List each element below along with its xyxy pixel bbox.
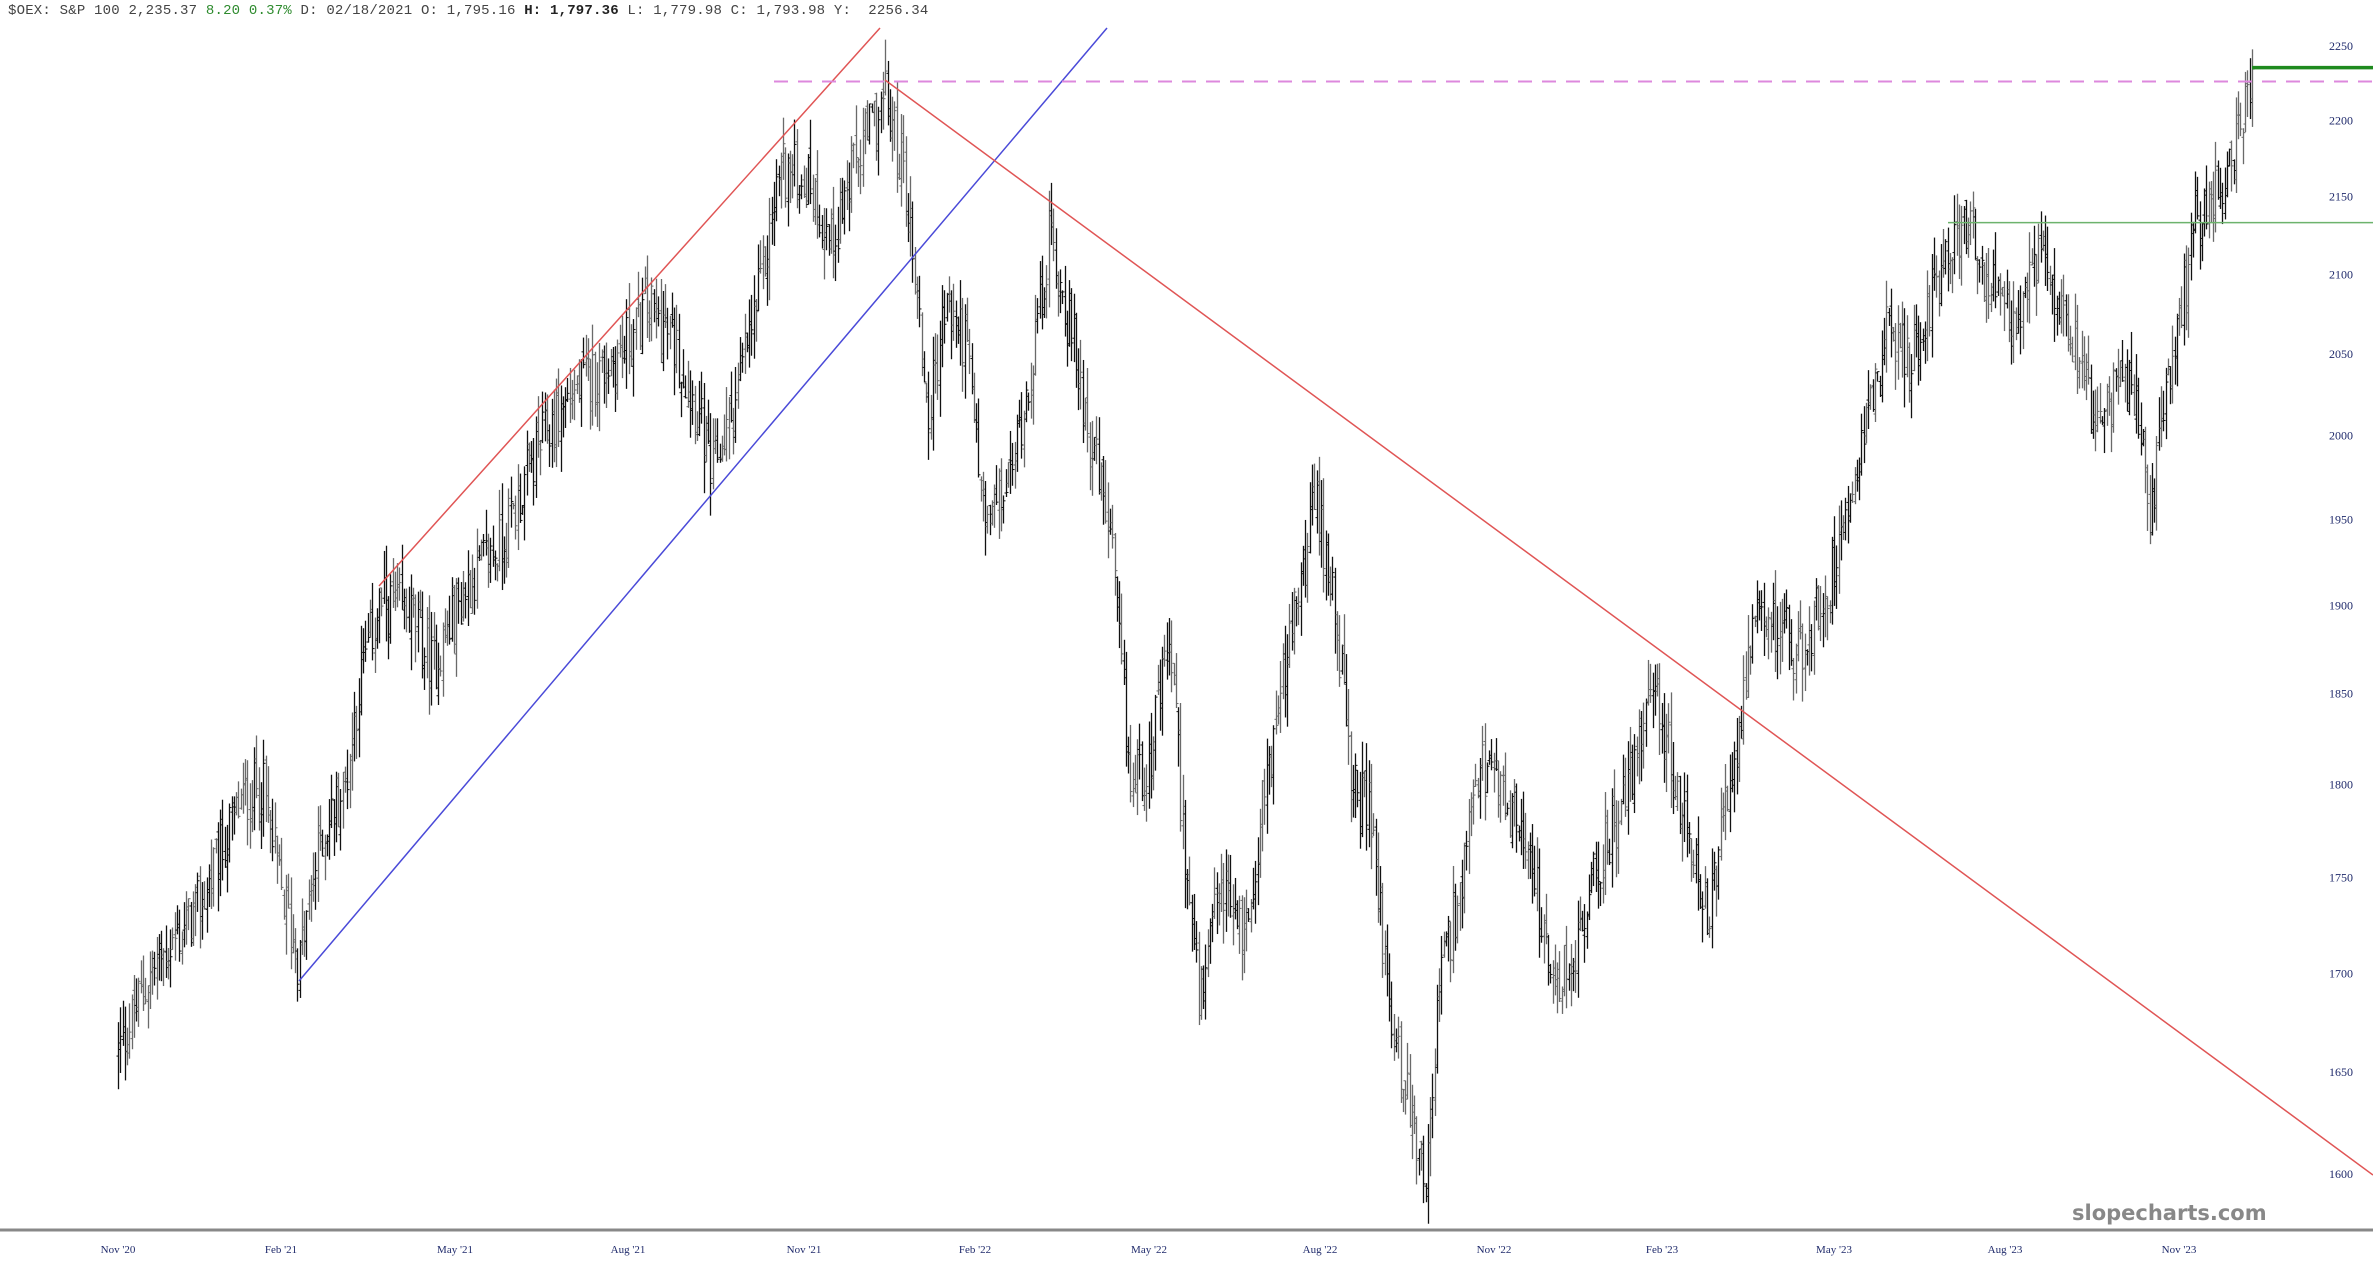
x-tick-label: Aug '22 <box>1303 1244 1338 1256</box>
y-tick-label: 1900 <box>2329 598 2353 612</box>
blue-trendline[interactable] <box>298 27 1108 982</box>
x-tick-label: May '22 <box>1131 1244 1167 1256</box>
y-tick-label: 1800 <box>2329 777 2353 791</box>
y-tick-label: 1950 <box>2329 512 2353 526</box>
x-axis: Nov '20 Feb '21 May '21 Aug '21 Nov '21 Feb '… <box>101 1244 2197 1256</box>
date-value: 02/18/2021 <box>326 3 413 19</box>
x-tick-label: Feb '23 <box>1646 1244 1679 1256</box>
red-trendline[interactable] <box>884 79 2373 1176</box>
x-tick-label: Nov '21 <box>787 1244 822 1256</box>
y-tick-label: 2250 <box>2329 39 2353 53</box>
ohlc-bars <box>116 39 2255 1224</box>
y-tick-label: 2100 <box>2329 267 2353 281</box>
y-axis: 2250 2200 2150 2100 2050 2000 1950 1900 1850 1800… <box>2329 39 2353 1181</box>
low-value: 1,779.98 <box>653 3 723 19</box>
x-tick-label: May '23 <box>1816 1244 1852 1256</box>
y-value: 2256.34 <box>868 3 929 19</box>
y-tick-label: 1600 <box>2329 1167 2353 1181</box>
x-tick-label: Nov '20 <box>101 1244 136 1256</box>
y-tick-label: 1750 <box>2329 871 2353 885</box>
close-label: C: <box>730 3 748 19</box>
y-tick-label: 1850 <box>2329 687 2353 701</box>
red-trendline[interactable] <box>378 27 881 587</box>
x-tick-label: Feb '22 <box>959 1244 991 1256</box>
quote-header: $OEX: S&P 100 2,235.37 8.20 0.37% D: 02/… <box>8 3 929 19</box>
x-tick-label: Aug '23 <box>1988 1244 2023 1256</box>
x-tick-label: Aug '21 <box>611 1244 646 1256</box>
y-tick-label: 2050 <box>2329 347 2353 361</box>
last-price: 2,235.37 <box>128 3 198 19</box>
symbol: $OEX: <box>8 3 52 19</box>
x-tick-label: Feb '21 <box>265 1244 297 1256</box>
price-change: 8.20 <box>205 3 241 19</box>
x-tick-label: May '21 <box>437 1244 473 1256</box>
y-tick-label: 1700 <box>2329 966 2353 980</box>
y-tick-label: 2000 <box>2329 429 2353 443</box>
x-tick-label: Nov '22 <box>1477 1244 1512 1256</box>
y-tick-label: 2150 <box>2329 189 2353 203</box>
watermark: slopecharts.com <box>2072 1201 2267 1225</box>
low-label: L: <box>627 3 645 19</box>
high-value: 1,797.36 <box>550 3 619 19</box>
high-label: H: <box>524 3 542 19</box>
y-label: Y: <box>833 3 852 19</box>
date-label: D: <box>300 3 318 19</box>
price-change-pct: 0.37% <box>248 3 292 19</box>
x-tick-label: Nov '23 <box>2162 1244 2197 1256</box>
chart-annotations[interactable] <box>298 27 2373 1176</box>
open-value: 1,795.16 <box>446 3 516 19</box>
open-label: O: <box>420 3 439 19</box>
y-tick-label: 2200 <box>2329 113 2353 127</box>
instrument-name: S&P 100 <box>59 3 120 19</box>
y-tick-label: 1650 <box>2329 1065 2353 1079</box>
close-value: 1,793.98 <box>756 3 826 19</box>
